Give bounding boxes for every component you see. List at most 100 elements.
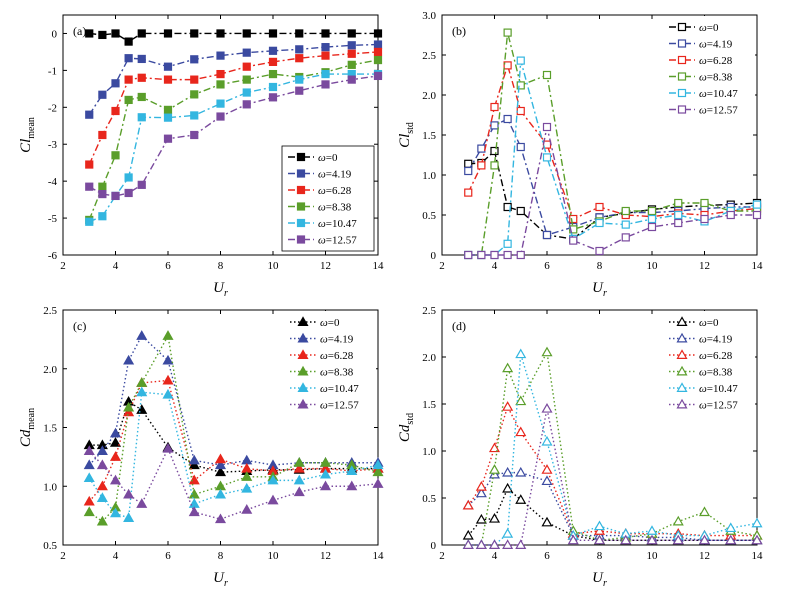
- data-point: [216, 112, 225, 121]
- data-point: [268, 46, 278, 55]
- data-point: [124, 37, 133, 46]
- data-point: [542, 122, 552, 132]
- legend-marker: [677, 88, 687, 98]
- legend-marker: [676, 398, 688, 409]
- data-point: [268, 57, 278, 66]
- legend-label: ω=6.28: [699, 350, 733, 362]
- data-point: [111, 29, 120, 38]
- data-point: [267, 474, 279, 485]
- data-point: [503, 202, 512, 212]
- y-tick-label: 2.5: [422, 305, 436, 317]
- y-tick-label: 0: [431, 250, 437, 262]
- x-tick-label: 14: [752, 260, 764, 272]
- data-point: [541, 346, 553, 357]
- data-point: [515, 494, 527, 504]
- data-point: [672, 515, 684, 526]
- legend-box: [281, 145, 375, 252]
- legend-label: ω=4.19: [699, 334, 733, 346]
- legend-marker: [676, 382, 688, 392]
- data-point: [346, 465, 358, 475]
- series-5: [464, 122, 762, 260]
- x-tick-label: 10: [647, 550, 659, 562]
- data-point: [319, 457, 332, 467]
- y-tick-label: 1.0: [43, 481, 57, 493]
- legend-label: ω=10.47: [699, 383, 738, 395]
- legend-label: ω=12.57: [320, 400, 359, 412]
- data-point: [136, 386, 148, 397]
- data-point: [593, 534, 606, 545]
- x-axis-label: Ur: [592, 280, 607, 299]
- data-point: [490, 121, 499, 130]
- series-line: [89, 32, 378, 43]
- data-point: [162, 330, 174, 340]
- data-point: [515, 466, 527, 477]
- legend-marker: [296, 218, 306, 228]
- data-point: [488, 442, 501, 453]
- panel-label: (c): [73, 319, 86, 333]
- x-tick-label: 12: [320, 550, 331, 562]
- data-point: [515, 539, 527, 549]
- y-tick-label: -2: [48, 102, 57, 114]
- data-point: [190, 29, 199, 38]
- data-point: [542, 230, 552, 240]
- data-point: [162, 374, 174, 385]
- data-point: [646, 525, 658, 535]
- data-point: [241, 462, 253, 473]
- y-tick-label: -3: [48, 139, 58, 151]
- x-tick-label: 8: [218, 260, 224, 272]
- data-point: [541, 475, 553, 486]
- data-point: [567, 534, 579, 545]
- data-point: [569, 236, 578, 245]
- data-point: [672, 534, 684, 545]
- data-point: [347, 75, 356, 84]
- data-point: [503, 114, 512, 124]
- data-point: [242, 48, 251, 57]
- series-line: [467, 62, 758, 220]
- data-point: [541, 516, 553, 527]
- data-point: [698, 534, 711, 545]
- data-point: [111, 151, 120, 160]
- data-point: [516, 142, 525, 152]
- series-4: [85, 69, 383, 226]
- data-point: [516, 206, 525, 216]
- data-point: [188, 506, 200, 517]
- y-axis-label: Cdstd: [397, 413, 416, 442]
- data-point: [123, 401, 135, 412]
- y-tick-label: -5: [48, 213, 58, 225]
- data-point: [646, 534, 658, 545]
- data-point: [347, 41, 356, 50]
- data-point: [190, 130, 199, 140]
- x-axis-label: Ur: [592, 570, 607, 589]
- legend-marker: [297, 349, 309, 359]
- data-point: [295, 75, 304, 84]
- data-point: [569, 225, 578, 234]
- y-tick-label: 2.0: [422, 352, 436, 364]
- data-point: [109, 507, 122, 518]
- legend-box: [663, 16, 755, 121]
- data-point: [503, 239, 512, 248]
- x-tick-label: 4: [113, 260, 119, 272]
- data-point: [321, 29, 330, 38]
- legend-label: ω=8.38: [318, 202, 352, 214]
- data-point: [109, 427, 122, 438]
- data-point: [214, 459, 227, 470]
- data-point: [190, 90, 199, 99]
- x-axis-label: Ur: [213, 280, 228, 299]
- y-tick-label: 2.0: [422, 90, 436, 102]
- data-point: [488, 539, 501, 549]
- y-tick-label: 3.0: [422, 10, 436, 22]
- x-tick-label: 8: [597, 550, 603, 562]
- x-tick-label: 12: [699, 550, 710, 562]
- data-point: [490, 161, 499, 170]
- data-point: [188, 474, 200, 485]
- data-point: [541, 464, 553, 474]
- data-point: [647, 222, 657, 232]
- series-line: [88, 379, 379, 502]
- y-tick-label: 1.0: [422, 446, 436, 458]
- data-point: [295, 45, 304, 54]
- legend-label: ω=4.19: [320, 334, 354, 346]
- data-point: [373, 40, 383, 49]
- data-point: [462, 529, 474, 540]
- x-tick-label: 4: [492, 260, 498, 272]
- y-tick-label: -4: [48, 176, 58, 188]
